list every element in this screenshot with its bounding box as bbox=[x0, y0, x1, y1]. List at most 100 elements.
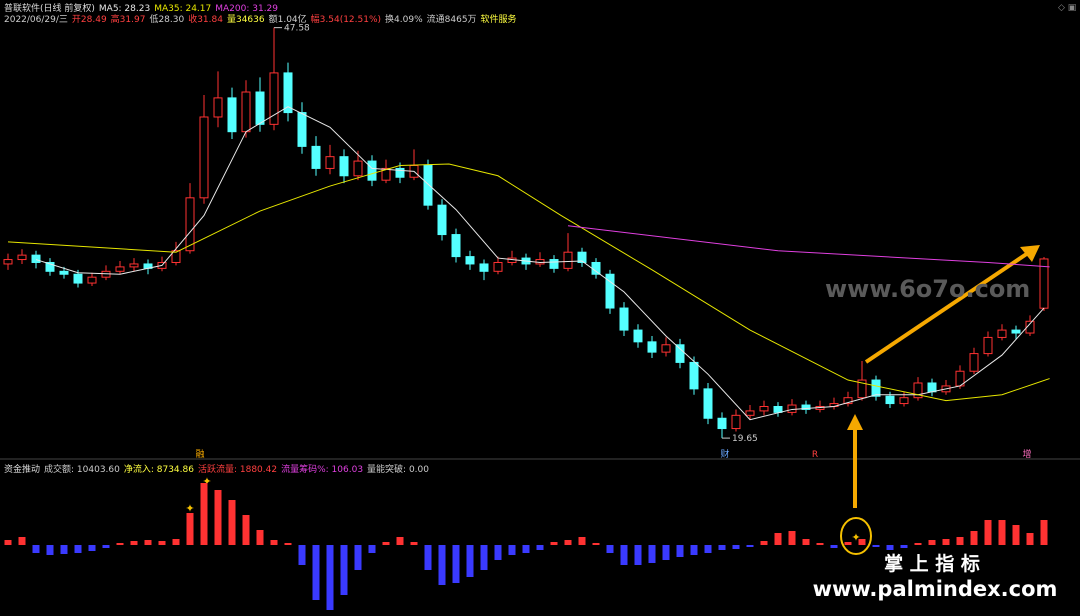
candle-body bbox=[45, 261, 55, 272]
flow-bar bbox=[564, 540, 572, 545]
flow-bar bbox=[172, 539, 180, 545]
flow-bar bbox=[634, 545, 642, 565]
candle-body bbox=[843, 397, 853, 405]
flow-bar bbox=[270, 540, 278, 545]
candle-body bbox=[633, 329, 643, 343]
candle-body bbox=[647, 341, 657, 353]
flow-bar bbox=[718, 545, 726, 550]
flow-bar bbox=[18, 537, 26, 545]
arrow bbox=[864, 251, 1030, 364]
flow-bar bbox=[256, 530, 264, 545]
candle-body bbox=[213, 97, 223, 118]
flow-bar bbox=[228, 500, 236, 545]
quote-field: 高31.97 bbox=[110, 15, 146, 25]
icon: ✦ bbox=[185, 502, 194, 515]
flow-bar bbox=[410, 542, 418, 545]
flow-bar bbox=[88, 545, 96, 551]
flow-bar bbox=[816, 543, 824, 545]
candle-body bbox=[115, 266, 125, 272]
flow-bar bbox=[620, 545, 628, 565]
flow-bar bbox=[494, 545, 502, 560]
flow-bar bbox=[858, 539, 866, 545]
quote-field: 额1.04亿 bbox=[268, 15, 307, 25]
quote-field: 开28.49 bbox=[71, 15, 107, 25]
flow-bar bbox=[984, 520, 992, 545]
flow-bar bbox=[1012, 525, 1020, 545]
indicator-field: 量能突破: 0.00 bbox=[367, 465, 429, 475]
quote-field: 低28.30 bbox=[149, 15, 185, 25]
candle-body bbox=[577, 251, 587, 263]
candle-body bbox=[465, 256, 475, 265]
flow-bar bbox=[690, 545, 698, 555]
flow-bar bbox=[872, 545, 880, 547]
candle-body bbox=[241, 91, 251, 133]
candle-body bbox=[969, 353, 979, 372]
candle-body bbox=[353, 160, 363, 177]
indicator-field: 活跃流量: 1880.42 bbox=[197, 465, 278, 475]
quote-field: 换4.09% bbox=[385, 15, 423, 25]
flow-bar bbox=[592, 543, 600, 545]
candle-body bbox=[549, 259, 559, 269]
ma-line bbox=[7, 163, 1050, 402]
flow-bar bbox=[886, 545, 894, 550]
flow-bar bbox=[116, 543, 124, 545]
header-line: 2022/06/29/三 开28.49 高31.97 低28.30 收31.84 量346… bbox=[4, 12, 521, 25]
event-marker: 财 bbox=[720, 448, 729, 460]
flow-bar bbox=[760, 541, 768, 545]
legend-entry: MA35: 24.17 bbox=[154, 4, 212, 14]
quote-field: 软件服务 bbox=[480, 15, 517, 25]
watermark: www.6o7o.com bbox=[825, 275, 1030, 303]
flow-bar bbox=[928, 540, 936, 545]
quote-field: 量34636 bbox=[226, 15, 265, 25]
flow-bar bbox=[102, 545, 110, 548]
candle-body bbox=[479, 263, 489, 272]
flow-bar bbox=[396, 537, 404, 545]
quote-field: 流通8465万 bbox=[426, 15, 477, 25]
quote-field: 幅3.54(12.51%) bbox=[310, 15, 382, 25]
ma-line bbox=[35, 106, 1045, 421]
candle-body bbox=[31, 254, 41, 263]
candle-body bbox=[1025, 320, 1035, 334]
candle-body bbox=[185, 197, 195, 252]
candle-body bbox=[997, 329, 1007, 338]
candle-body bbox=[325, 156, 335, 169]
flow-bar bbox=[1040, 520, 1048, 545]
candle-body bbox=[17, 254, 27, 261]
flow-bar bbox=[648, 545, 656, 563]
candle-body bbox=[451, 234, 461, 258]
flow-bar bbox=[326, 545, 334, 610]
arrow-head bbox=[847, 414, 863, 430]
flow-bar bbox=[312, 545, 320, 600]
candle-body bbox=[59, 270, 69, 275]
flow-bar bbox=[368, 545, 376, 553]
candle-body bbox=[661, 344, 671, 353]
candle-body bbox=[619, 307, 629, 331]
flow-bar bbox=[186, 513, 194, 545]
flow-bar bbox=[522, 545, 530, 553]
flow-bar bbox=[956, 537, 964, 545]
header-line: 普联软件(日线 前复权) MA5: 28.23 MA35: 24.17 MA200: … bbox=[4, 1, 282, 14]
icon: ✦ bbox=[202, 475, 211, 488]
flow-bar bbox=[662, 545, 670, 560]
window-icons[interactable]: ◇ ▣ bbox=[1058, 3, 1076, 13]
legend-entry: MA5: 28.23 bbox=[98, 4, 151, 14]
flow-bar bbox=[732, 545, 740, 549]
arrow-head bbox=[1020, 245, 1040, 262]
annotation: 19.65 bbox=[732, 434, 758, 444]
flow-bar bbox=[942, 539, 950, 545]
candle-body bbox=[381, 167, 391, 181]
candle-body bbox=[3, 259, 13, 265]
watermark: www.palmindex.com bbox=[813, 577, 1058, 601]
candle-body bbox=[269, 72, 279, 125]
flow-bar bbox=[340, 545, 348, 595]
flow-bar bbox=[438, 545, 446, 585]
candle-body bbox=[395, 167, 405, 178]
candle-body bbox=[717, 417, 727, 430]
legend-entry: MA200: 31.29 bbox=[215, 4, 279, 14]
candle-body bbox=[493, 261, 503, 272]
flow-bar bbox=[158, 541, 166, 545]
flow-bar bbox=[606, 545, 614, 553]
candle-body bbox=[899, 397, 909, 405]
